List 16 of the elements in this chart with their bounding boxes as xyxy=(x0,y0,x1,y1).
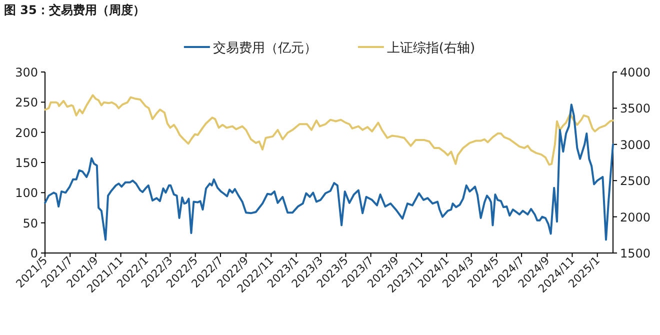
y-tick-label: 250 xyxy=(15,96,38,110)
legend-label: 上证综指(右轴) xyxy=(386,41,476,56)
y2-tick-label: 2500 xyxy=(620,174,651,188)
chart-title: 图 35：交易费用（周度） xyxy=(4,3,145,17)
y-tick-label: 100 xyxy=(15,186,38,200)
y-tick-label: 300 xyxy=(15,66,38,80)
y2-tick-label: 3500 xyxy=(620,102,651,116)
y2-tick-label: 2000 xyxy=(620,210,651,224)
y-tick-label: 200 xyxy=(15,126,38,140)
y2-tick-label: 1500 xyxy=(620,246,651,260)
y-tick-label: 50 xyxy=(22,216,38,230)
y2-tick-label: 3000 xyxy=(620,138,651,152)
y-tick-label: 0 xyxy=(30,246,38,260)
y2-tick-label: 4000 xyxy=(620,66,651,80)
legend-label: 交易费用（亿元） xyxy=(212,40,317,56)
y-tick-label: 150 xyxy=(15,156,38,170)
